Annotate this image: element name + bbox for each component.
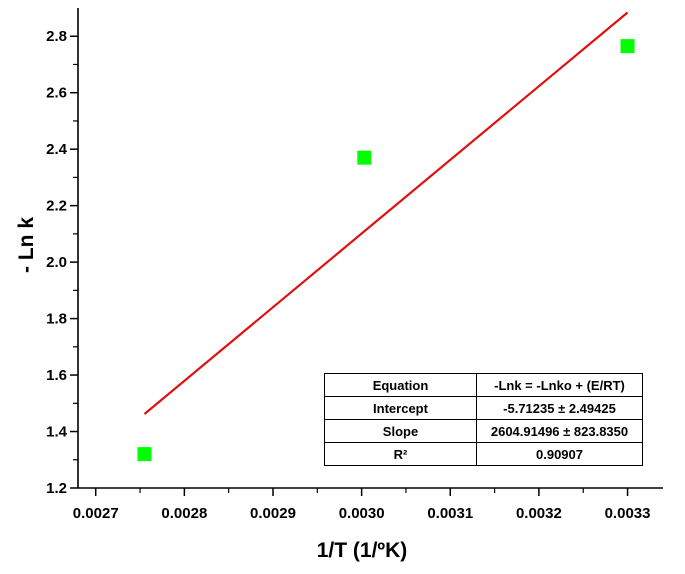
- data-point: [137, 447, 152, 462]
- fit-statistics-table: Equation -Lnk = -Lnko + (E/RT) Intercept…: [324, 373, 643, 466]
- x-axis-title: 1/T (1/ºK): [317, 539, 408, 562]
- y-tick-label: 2.2: [46, 198, 67, 215]
- table-row: Equation -Lnk = -Lnko + (E/RT): [324, 373, 643, 397]
- table-cell: 0.90907: [476, 442, 643, 466]
- table-cell: R²: [324, 442, 477, 466]
- x-tick-label: 0.0033: [605, 505, 651, 522]
- y-tick-label: 1.2: [46, 480, 67, 497]
- data-point: [620, 39, 635, 54]
- fit-line-group: [143, 11, 629, 415]
- table-cell: -Lnk = -Lnko + (E/RT): [476, 373, 643, 397]
- y-tick-label: 2.4: [46, 141, 68, 158]
- table-cell: Equation: [324, 373, 477, 397]
- data-point: [357, 150, 372, 165]
- table-cell: 2604.91496 ± 823.8350: [476, 419, 643, 443]
- x-tick-label: 0.0029: [250, 505, 296, 522]
- table-cell: -5.71235 ± 2.49425: [476, 396, 643, 420]
- y-tick-label: 2.0: [46, 254, 67, 271]
- table-cell: Slope: [324, 419, 477, 443]
- y-tick-label: 2.8: [46, 28, 67, 45]
- y-tick-label: 1.4: [46, 424, 68, 441]
- fit-line: [143, 11, 629, 415]
- x-tick-label: 0.0032: [516, 505, 562, 522]
- y-tick-label: 1.6: [46, 367, 67, 384]
- x-tick-label: 0.0028: [161, 505, 207, 522]
- axis-labels: 0.0027 0.0028 0.0029 0.0030 0.0031 0.0032 0.00…: [46, 28, 650, 522]
- table-cell: Intercept: [324, 396, 477, 420]
- axes: [70, 8, 663, 496]
- x-tick-label: 0.0030: [339, 505, 385, 522]
- table-row: Intercept -5.71235 ± 2.49425: [324, 396, 643, 420]
- table-row: R² 0.90907: [324, 442, 643, 466]
- data-points: [137, 39, 635, 462]
- x-tick-label: 0.0027: [73, 505, 119, 522]
- y-tick-label: 2.6: [46, 85, 67, 102]
- x-tick-label: 0.0031: [427, 505, 473, 522]
- table-row: Slope 2604.91496 ± 823.8350: [324, 419, 643, 443]
- y-tick-label: 1.8: [46, 311, 67, 328]
- y-axis-title: - Ln k: [15, 217, 38, 273]
